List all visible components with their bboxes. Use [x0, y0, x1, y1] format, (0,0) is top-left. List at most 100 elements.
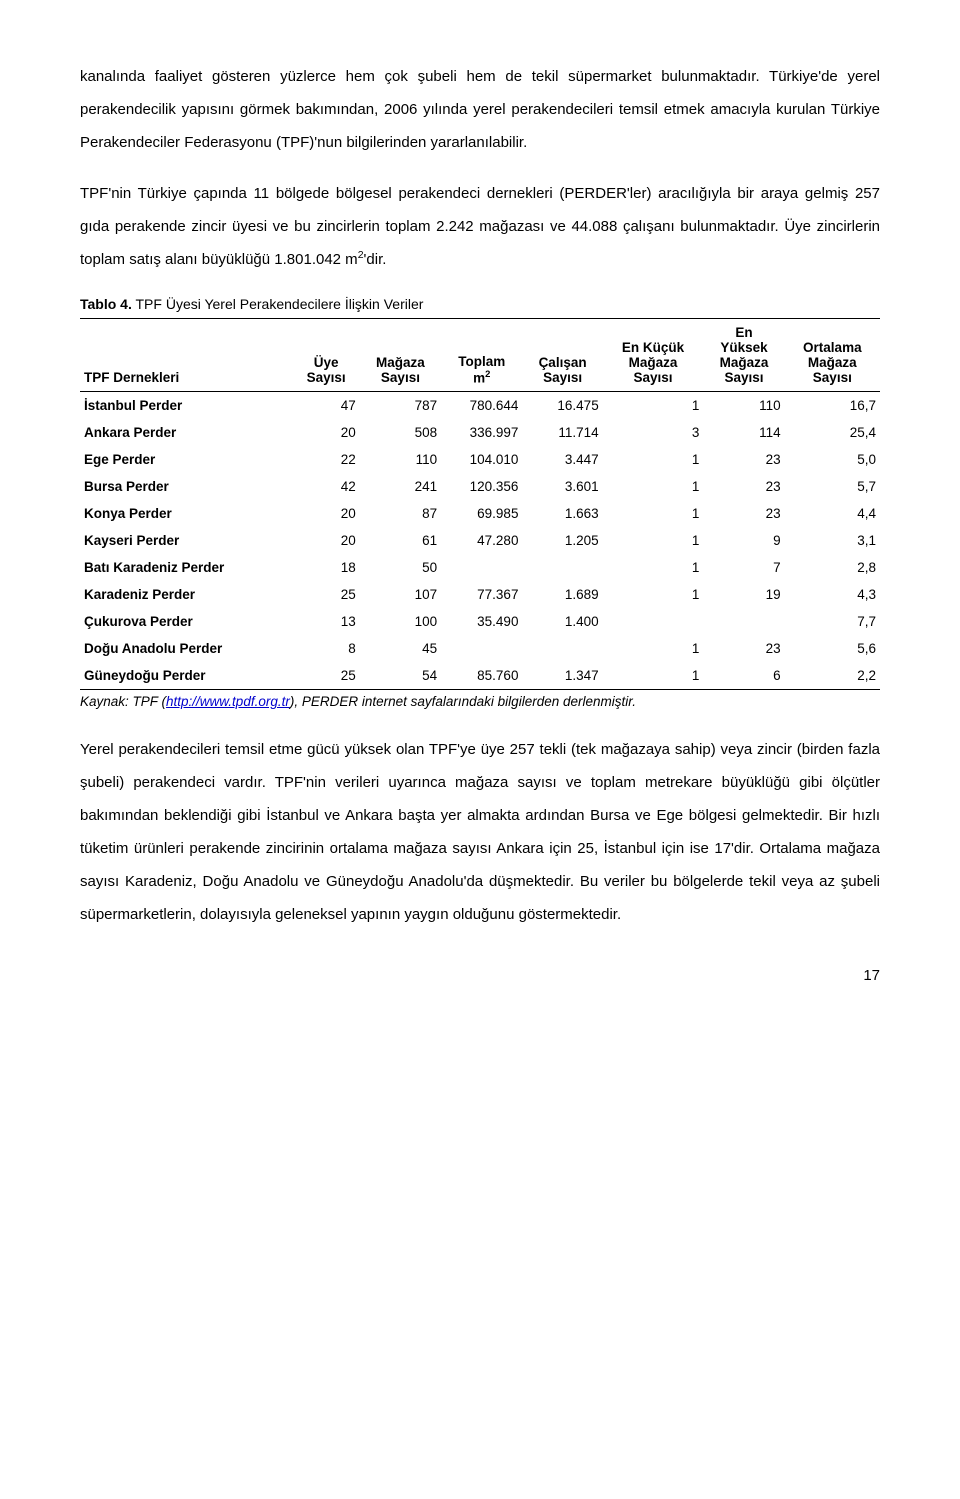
- cell: 23: [703, 500, 784, 527]
- col-header-dernekler: TPF Dernekleri: [80, 319, 292, 392]
- cell: 1.689: [522, 581, 602, 608]
- table-row: Doğu Anadolu Perder8451235,6: [80, 635, 880, 662]
- col-header-magaza: Mağaza Sayısı: [360, 319, 441, 392]
- cell: 7: [703, 554, 784, 581]
- cell: 20: [292, 419, 359, 446]
- row-label: Ankara Perder: [80, 419, 292, 446]
- cell: 3.601: [522, 473, 602, 500]
- cell: 8: [292, 635, 359, 662]
- cell: 16.475: [522, 392, 602, 420]
- cell: 16,7: [785, 392, 880, 420]
- cell: 1: [603, 473, 704, 500]
- cell: 2,8: [785, 554, 880, 581]
- cell: [522, 635, 602, 662]
- cell: 20: [292, 527, 359, 554]
- cell: 50: [360, 554, 441, 581]
- cell: 77.367: [441, 581, 522, 608]
- table-title: Tablo 4. TPF Üyesi Yerel Perakendecilere…: [80, 296, 880, 312]
- cell: 3.447: [522, 446, 602, 473]
- col-header-calisan: Çalışan Sayısı: [522, 319, 602, 392]
- cell: 3,1: [785, 527, 880, 554]
- cell: 25: [292, 662, 359, 690]
- cell: 7,7: [785, 608, 880, 635]
- cell: 787: [360, 392, 441, 420]
- cell: [603, 608, 704, 635]
- cell: 23: [703, 473, 784, 500]
- cell: 11.714: [522, 419, 602, 446]
- col-header-enkucuk: En Küçük Mağaza Sayısı: [603, 319, 704, 392]
- source-link[interactable]: http://www.tpdf.org.tr: [166, 694, 290, 709]
- cell: 107: [360, 581, 441, 608]
- paragraph-1: kanalında faaliyet gösteren yüzlerce hem…: [80, 60, 880, 159]
- table-row: İstanbul Perder47787780.64416.475111016,…: [80, 392, 880, 420]
- table-row: Konya Perder208769.9851.6631234,4: [80, 500, 880, 527]
- cell: 5,6: [785, 635, 880, 662]
- cell: 1: [603, 527, 704, 554]
- cell: 35.490: [441, 608, 522, 635]
- table-row: Ege Perder22110104.0103.4471235,0: [80, 446, 880, 473]
- row-label: Konya Perder: [80, 500, 292, 527]
- row-label: Bursa Perder: [80, 473, 292, 500]
- cell: 241: [360, 473, 441, 500]
- table-row: Batı Karadeniz Perder1850 172,8: [80, 554, 880, 581]
- row-label: Batı Karadeniz Perder: [80, 554, 292, 581]
- table-row: Karadeniz Perder2510777.3671.6891194,3: [80, 581, 880, 608]
- cell: [441, 554, 522, 581]
- table-source: Kaynak: TPF (http://www.tpdf.org.tr), PE…: [80, 694, 880, 709]
- cell: 42: [292, 473, 359, 500]
- cell: 1: [603, 500, 704, 527]
- table-row: Bursa Perder42241120.3563.6011235,7: [80, 473, 880, 500]
- row-label: Güneydoğu Perder: [80, 662, 292, 690]
- cell: 23: [703, 635, 784, 662]
- cell: 45: [360, 635, 441, 662]
- cell: 336.997: [441, 419, 522, 446]
- row-label: İstanbul Perder: [80, 392, 292, 420]
- cell: 4,4: [785, 500, 880, 527]
- cell: 54: [360, 662, 441, 690]
- cell: 1: [603, 635, 704, 662]
- paragraph-2: TPF'nin Türkiye çapında 11 bölgede bölge…: [80, 177, 880, 276]
- cell: 1: [603, 554, 704, 581]
- cell: 25,4: [785, 419, 880, 446]
- cell: 110: [360, 446, 441, 473]
- paragraph-2-text-b: 'dir.: [364, 251, 387, 268]
- cell: 5,7: [785, 473, 880, 500]
- row-label: Ege Perder: [80, 446, 292, 473]
- cell: 47.280: [441, 527, 522, 554]
- cell: 100: [360, 608, 441, 635]
- cell: 20: [292, 500, 359, 527]
- cell: 6: [703, 662, 784, 690]
- cell: 110: [703, 392, 784, 420]
- source-prefix: Kaynak: TPF (: [80, 694, 166, 709]
- cell: 1: [603, 392, 704, 420]
- col-header-ortalama: Ortalama Mağaza Sayısı: [785, 319, 880, 392]
- cell: 1: [603, 581, 704, 608]
- col-header-uye: Üye Sayısı: [292, 319, 359, 392]
- row-label: Çukurova Perder: [80, 608, 292, 635]
- cell: 47: [292, 392, 359, 420]
- cell: 1: [603, 662, 704, 690]
- cell: 25: [292, 581, 359, 608]
- table-row: Ankara Perder20508336.99711.714311425,4: [80, 419, 880, 446]
- cell: 1.205: [522, 527, 602, 554]
- cell: 114: [703, 419, 784, 446]
- source-suffix: ), PERDER internet sayfalarındaki bilgil…: [290, 694, 636, 709]
- table-row: Çukurova Perder1310035.4901.4007,7: [80, 608, 880, 635]
- cell: 3: [603, 419, 704, 446]
- cell: 9: [703, 527, 784, 554]
- cell: 18: [292, 554, 359, 581]
- table-row: Güneydoğu Perder255485.7601.347162,2: [80, 662, 880, 690]
- cell: 85.760: [441, 662, 522, 690]
- cell: 1.663: [522, 500, 602, 527]
- cell: [703, 608, 784, 635]
- cell: 120.356: [441, 473, 522, 500]
- row-label: Karadeniz Perder: [80, 581, 292, 608]
- cell: 13: [292, 608, 359, 635]
- col-header-enyuksek: En Yüksek Mağaza Sayısı: [703, 319, 784, 392]
- cell: 22: [292, 446, 359, 473]
- page-number: 17: [80, 967, 880, 984]
- cell: [441, 635, 522, 662]
- table-caption: TPF Üyesi Yerel Perakendecilere İlişkin …: [132, 296, 424, 312]
- paragraph-3: Yerel perakendecileri temsil etme gücü y…: [80, 733, 880, 931]
- table-row: Kayseri Perder206147.2801.205193,1: [80, 527, 880, 554]
